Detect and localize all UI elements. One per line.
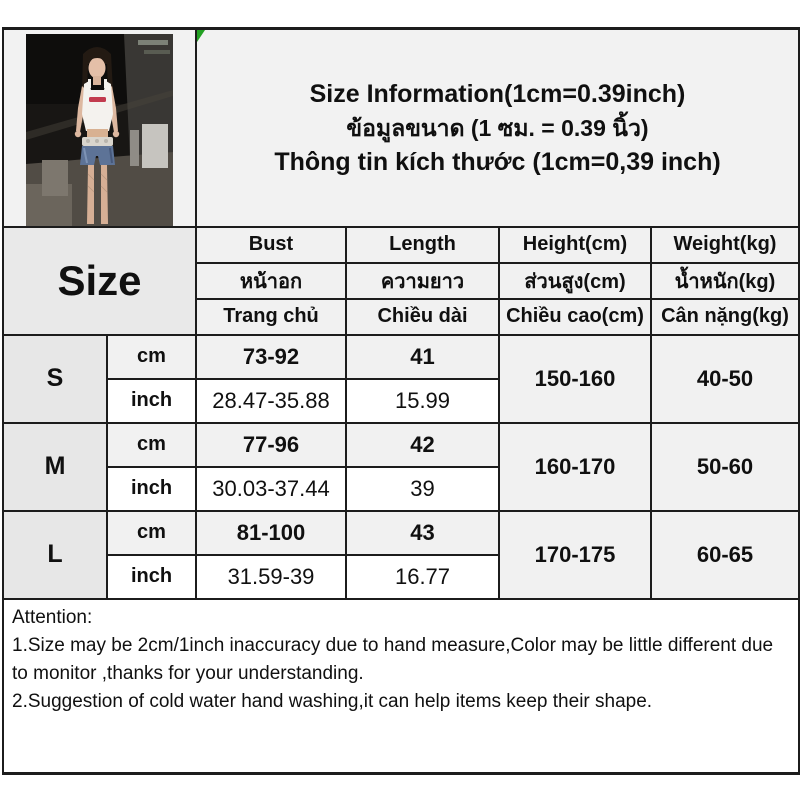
attention-heading: Attention: [12, 606, 93, 628]
green-corner-marker-icon [198, 30, 205, 42]
weight-m: 50-60 [650, 421, 800, 512]
size-header-cell: Size [2, 225, 197, 336]
height-m: 160-170 [498, 421, 652, 512]
col-header-weight-vi: Cân nặng(kg) [650, 297, 800, 336]
height-l: 170-175 [498, 509, 652, 600]
length-inch-m: 39 [345, 465, 500, 512]
title-thai: ข้อมูลขนาด (1 ซม. = 0.39 นิ้ว) [346, 114, 649, 141]
length-inch-l: 16.77 [345, 553, 500, 600]
length-cm-m: 42 [345, 421, 500, 468]
unit-inch-s: inch [106, 377, 197, 424]
unit-inch-m: inch [106, 465, 197, 512]
bust-inch-l: 31.59-39 [195, 553, 347, 600]
column-header-row-th: หน้าอก ความยาว ส่วนสูง(cm) น้ำหนัก(kg) [3, 261, 800, 300]
size-label-m: M [2, 421, 108, 512]
attention-row: Attention: 1.Size may be 2cm/1inch inacc… [2, 597, 800, 775]
bust-inch-s: 28.47-35.88 [195, 377, 347, 424]
product-photo [26, 34, 173, 225]
table-row-l-inch: inch 31.59-39 16.77 [3, 553, 799, 600]
col-header-height-en: Height(cm) [498, 225, 652, 264]
unit-inch-l: inch [106, 553, 197, 600]
bust-cm-s: 73-92 [195, 333, 347, 380]
length-cm-s: 41 [345, 333, 500, 380]
col-header-weight-en: Weight(kg) [650, 225, 800, 264]
title-english: Size Information(1cm=0.39inch) [309, 79, 686, 108]
attention-note-2: 2.Suggestion of cold water hand washing,… [12, 690, 653, 712]
table-row-s-inch: inch 28.47-35.88 15.99 [3, 377, 799, 424]
title-vietnamese: Thông tin kích thước (1cm=0,39 inch) [274, 147, 721, 176]
bust-cm-l: 81-100 [195, 509, 347, 556]
size-chart-table: Size Information(1cm=0.39inch) ข้อมูลขนา… [2, 27, 800, 775]
size-label-l: L [2, 509, 108, 600]
attention-cell: Attention: 1.Size may be 2cm/1inch inacc… [2, 597, 800, 775]
bust-cm-m: 77-96 [195, 421, 347, 468]
column-header-row-en: Size Bust Length Height(cm) Weight(kg) [2, 225, 800, 336]
col-header-height-vi: Chiều cao(cm) [498, 297, 652, 336]
weight-l: 60-65 [650, 509, 800, 600]
col-header-bust-vi: Trang chủ [195, 297, 347, 336]
column-header-row-vi: Trang chủ Chiều dài Chiều cao(cm) Cân nặ… [3, 297, 800, 336]
height-s: 150-160 [498, 333, 652, 424]
col-header-length-en: Length [345, 225, 500, 264]
header-band: Size Information(1cm=0.39inch) ข้อมูลขนา… [2, 27, 800, 228]
table-row-m-cm: M cm 77-96 42 160-170 50-60 [2, 421, 800, 512]
unit-cm-l: cm [106, 509, 197, 556]
table-row-m-inch: inch 30.03-37.44 39 [3, 465, 799, 512]
bust-inch-m: 30.03-37.44 [195, 465, 347, 512]
col-header-bust-en: Bust [195, 225, 347, 264]
photo-cell [2, 27, 197, 228]
attention-note-1: 1.Size may be 2cm/1inch inaccuracy due t… [12, 634, 774, 684]
title-cell: Size Information(1cm=0.39inch) ข้อมูลขนา… [195, 27, 800, 228]
col-header-length-th: ความยาว [345, 261, 500, 300]
col-header-weight-th: น้ำหนัก(kg) [650, 261, 800, 300]
length-cm-l: 43 [345, 509, 500, 556]
col-header-height-th: ส่วนสูง(cm) [498, 261, 652, 300]
unit-cm-m: cm [106, 421, 197, 468]
table-row-l-cm: L cm 81-100 43 170-175 60-65 [2, 509, 800, 600]
col-header-length-vi: Chiều dài [345, 297, 500, 336]
unit-cm-s: cm [106, 333, 197, 380]
col-header-bust-th: หน้าอก [195, 261, 347, 300]
model-photo-illustration [26, 34, 173, 225]
size-label-s: S [2, 333, 108, 424]
length-inch-s: 15.99 [345, 377, 500, 424]
weight-s: 40-50 [650, 333, 800, 424]
table-row-s-cm: S cm 73-92 41 150-160 40-50 [2, 333, 800, 424]
